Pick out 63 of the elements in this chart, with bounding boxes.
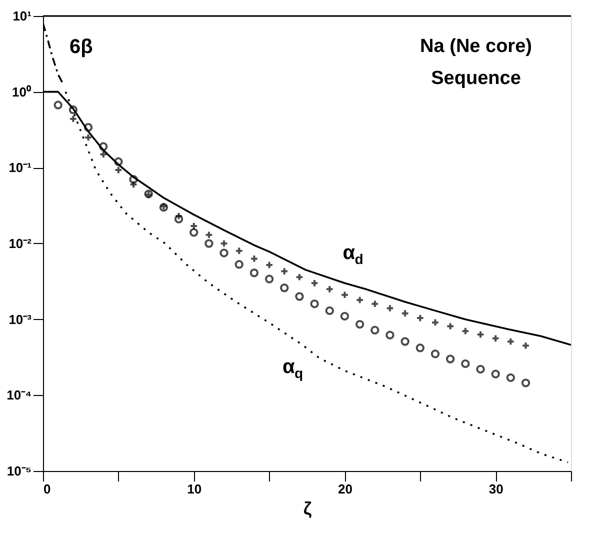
- x-tick-label: 20: [338, 482, 352, 496]
- point: [129, 175, 138, 184]
- point: [476, 330, 485, 339]
- point: [461, 359, 470, 368]
- point: [430, 350, 440, 358]
- point: [204, 239, 214, 248]
- annotation: Na (Ne core): [420, 36, 532, 57]
- point: [68, 105, 78, 114]
- y-tick-label: 10⁻⁵: [6, 464, 32, 478]
- point: [310, 300, 319, 308]
- point: [370, 326, 380, 334]
- point: [400, 309, 410, 318]
- series-label: 6β: [70, 36, 93, 58]
- point: [416, 344, 424, 352]
- point: [234, 260, 244, 269]
- point: [250, 268, 259, 278]
- y-tick-label: 10⁻³: [8, 312, 32, 327]
- point: [416, 314, 424, 322]
- x-axis-title: ζ: [303, 498, 312, 518]
- point: [431, 318, 440, 327]
- point: [280, 284, 289, 292]
- x-tick-label: 30: [488, 482, 504, 496]
- point: [491, 334, 500, 343]
- point: [295, 292, 304, 301]
- point: [355, 320, 364, 329]
- point: [250, 254, 258, 263]
- y-tick-label: 10⁻²: [8, 236, 32, 251]
- point: [356, 296, 364, 304]
- x-tick-label: 10: [187, 482, 202, 496]
- point: [98, 142, 108, 151]
- point: [386, 304, 394, 312]
- point: [476, 364, 485, 374]
- point: [280, 267, 289, 276]
- point: [174, 214, 184, 224]
- y-tick-label: 10⁰: [12, 84, 32, 100]
- point: [506, 373, 516, 382]
- annotation: Sequence: [431, 68, 521, 89]
- point: [84, 123, 93, 132]
- y-tick-label: 10⁻⁴: [6, 388, 32, 403]
- point: [114, 157, 123, 166]
- point: [190, 228, 198, 237]
- point: [400, 337, 410, 346]
- point: [54, 100, 62, 110]
- point: [220, 239, 228, 248]
- point: [340, 312, 350, 321]
- point: [491, 370, 500, 378]
- point: [325, 306, 334, 316]
- point: [521, 378, 530, 388]
- point: [129, 180, 138, 189]
- point: [446, 322, 454, 330]
- point: [220, 248, 228, 258]
- point: [84, 133, 92, 142]
- x-tick-label: 0: [44, 482, 51, 496]
- point: [190, 222, 198, 230]
- y-tick-label: 10⁻¹: [8, 160, 32, 176]
- point: [114, 166, 123, 174]
- point: [446, 354, 455, 364]
- point: [264, 274, 274, 284]
- y-tick-label: 10¹: [12, 8, 32, 24]
- point: [386, 330, 394, 340]
- point: [174, 212, 183, 220]
- point: [265, 260, 274, 270]
- point: [461, 326, 470, 336]
